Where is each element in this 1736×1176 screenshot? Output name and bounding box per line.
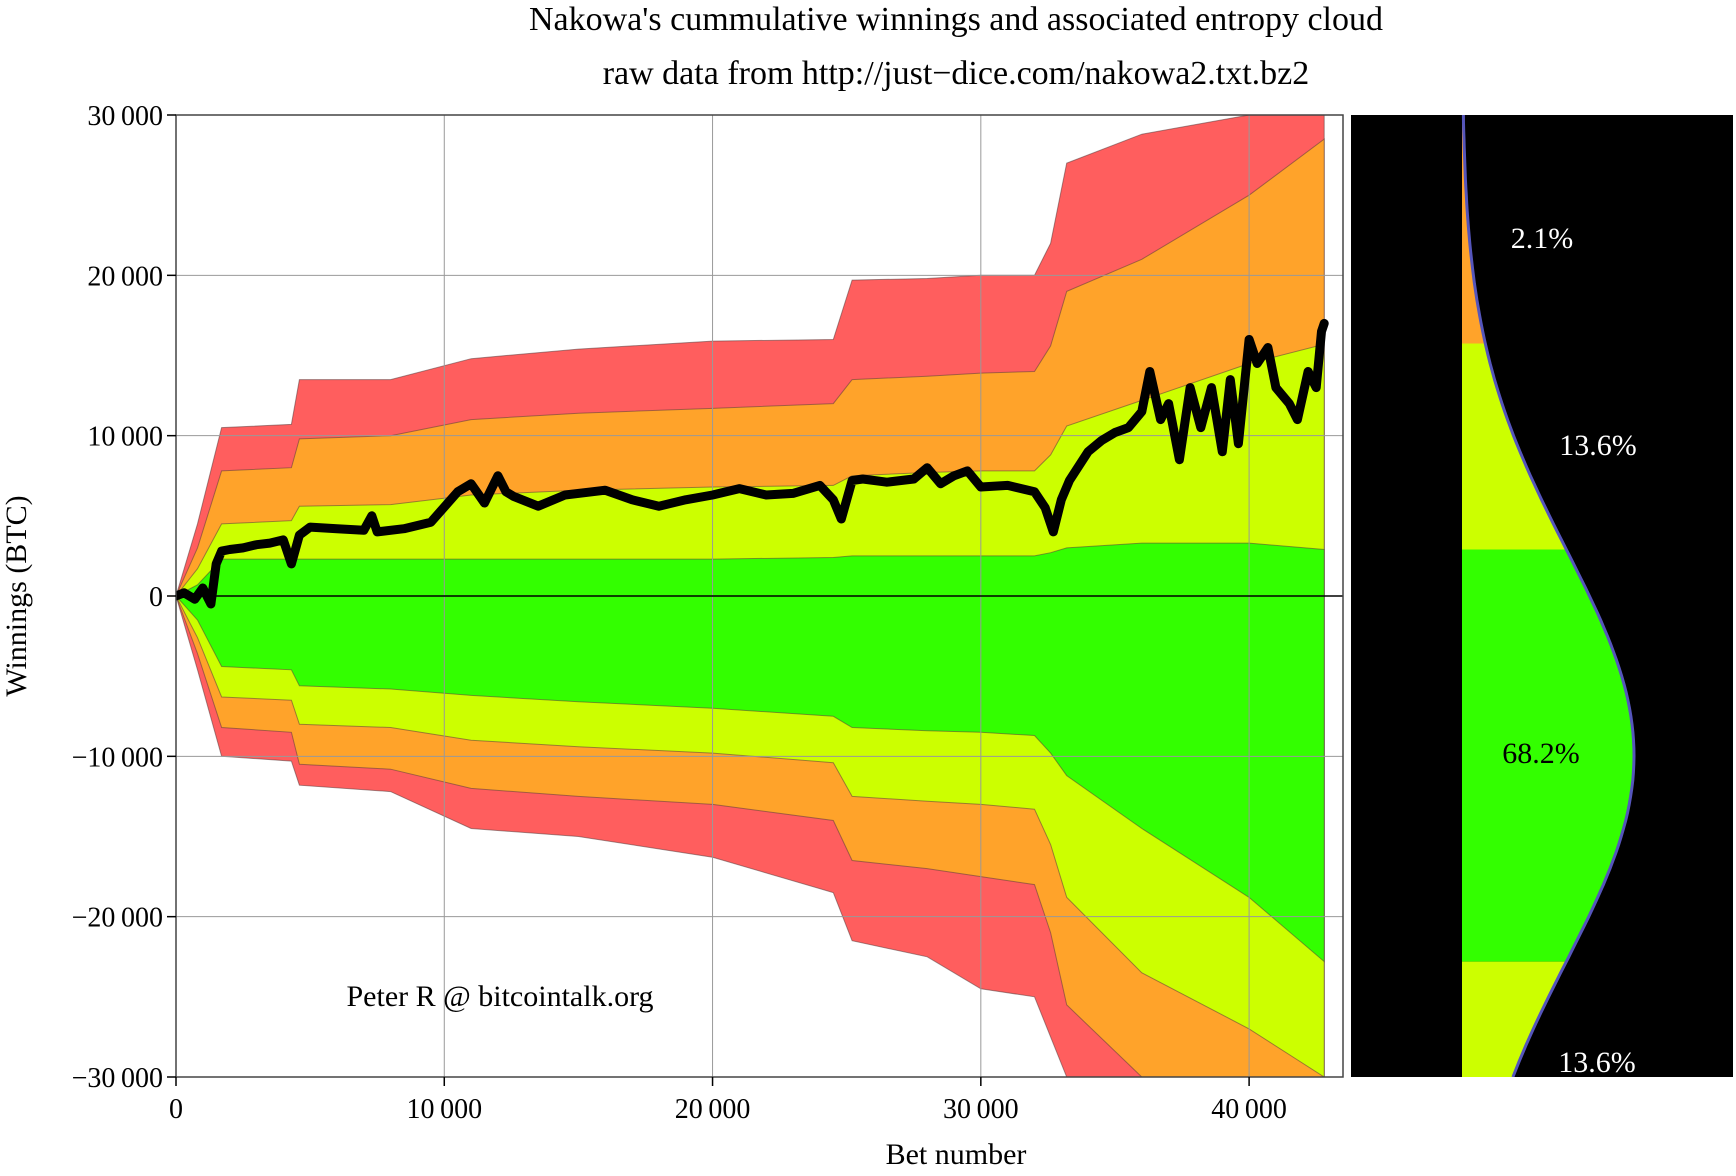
y-tick-label: 30 000: [87, 101, 163, 132]
band-1-sigma: [176, 542, 1325, 963]
winnings-line: [176, 318, 1329, 609]
x-tick-label: 20 000: [675, 1094, 751, 1125]
y-tick-label: 10 000: [87, 422, 163, 453]
y-tick-label: −30 000: [72, 1063, 163, 1094]
chart-title: Nakowa's cummulative winnings and associ…: [529, 1, 1383, 38]
y-tick-label: −20 000: [72, 903, 163, 934]
x-axis-ticks: 0 10 000 20 000 30 000 40 000: [169, 1077, 1287, 1125]
pct-label-top: 2.1%: [1511, 222, 1574, 255]
x-tick-label: 30 000: [943, 1094, 1019, 1125]
y-axis-label: Winnings (BTC): [0, 495, 33, 696]
distribution-panel: 2.1% 13.6% 68.2% 13.6%: [1351, 115, 1733, 1079]
credit-annotation: Peter R @ bitcointalk.org: [346, 980, 653, 1013]
y-tick-label: −10 000: [72, 742, 163, 773]
x-tick-label: 40 000: [1211, 1094, 1287, 1125]
dist-region-center: [1462, 549, 1634, 962]
distribution-curve: [1461, 115, 1636, 1077]
pct-label-center: 68.2%: [1502, 737, 1580, 770]
plot-area: [175, 114, 1344, 1078]
pct-label-upper: 13.6%: [1559, 429, 1637, 462]
dist-region-upper-tail: [1462, 115, 1486, 344]
dist-region-lower: [1462, 961, 1567, 1077]
x-axis-label: Bet number: [886, 1138, 1027, 1171]
chart-subtitle: raw data from http://just−dice.com/nakow…: [603, 55, 1310, 92]
y-tick-label: 0: [149, 582, 163, 613]
x-tick-label: 10 000: [406, 1094, 482, 1125]
x-tick-label: 0: [169, 1094, 183, 1125]
y-tick-label: 20 000: [87, 261, 163, 292]
dist-outline: [1461, 115, 1636, 1077]
pct-label-lower: 13.6%: [1558, 1046, 1636, 1079]
y-axis-ticks: 30 000 20 000 10 000 0 −10 000 −20 000 −30 000: [72, 101, 176, 1094]
